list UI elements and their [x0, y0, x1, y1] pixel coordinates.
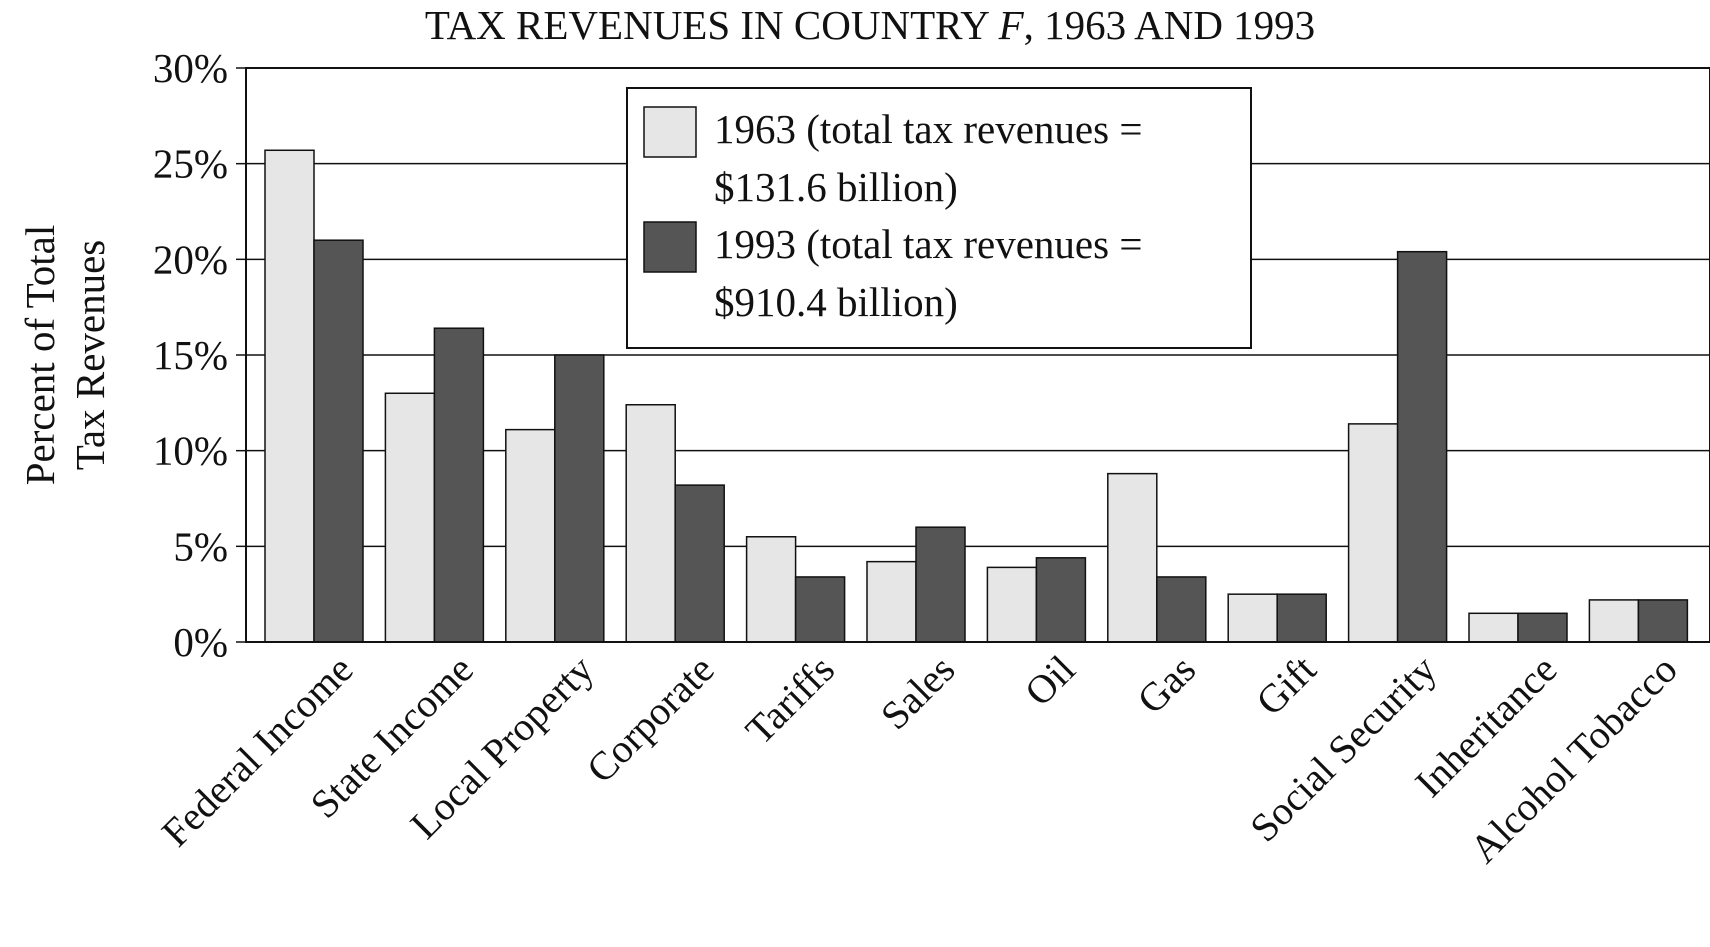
bar-sales-1993	[915, 526, 966, 643]
bar-tariffs-1963	[745, 536, 797, 643]
legend-label-1963-line-2: $131.6 billion)	[714, 164, 958, 210]
legend: 1963 (total tax revenues = $131.6 billio…	[626, 87, 1252, 349]
y-tick-label-15: 15%	[153, 332, 228, 378]
y-tick-label-5: 5%	[173, 523, 228, 569]
bar-oil-1993	[1035, 557, 1087, 643]
bar-federal-income-1963	[264, 149, 315, 643]
bar-state-income-1993	[433, 327, 485, 643]
bar-federal-income-1993	[313, 239, 364, 643]
y-axis-ticks: 0% 5% 10% 15% 20% 25% 30%	[153, 45, 246, 665]
bar-oil-1963	[986, 566, 1038, 643]
chart-title-part-2: F	[998, 2, 1025, 48]
legend-swatch-1963	[643, 106, 697, 158]
legend-label-1993-line-2: $910.4 billion)	[714, 279, 958, 325]
y-tick-label-20: 20%	[153, 236, 228, 282]
y-axis-label-line-1: Percent of Total	[17, 225, 63, 486]
y-axis-label-line-2: Tax Revenues	[67, 240, 113, 471]
bars	[264, 149, 1689, 643]
y-tick-label-10: 10%	[153, 428, 228, 474]
y-tick-label-30: 30%	[153, 45, 228, 91]
legend-box	[626, 87, 1252, 349]
chart-title: TAX REVENUES IN COUNTRY F, 1963 AND 1993	[425, 2, 1315, 48]
bar-gift-1963	[1227, 593, 1278, 643]
bar-local-property-1963	[505, 428, 556, 643]
legend-label-1993-line-1: 1993 (total tax revenues =	[714, 221, 1142, 267]
x-category-label-gas: Gas	[1128, 647, 1204, 723]
bar-inheritance-1963	[1468, 612, 1519, 643]
bar-gas-1963	[1107, 472, 1158, 643]
x-category-label-alcohol-tobacco: Alcohol Tobacco	[1461, 647, 1686, 872]
bar-gift-1993	[1276, 593, 1327, 643]
y-axis-label: Percent of Total Tax Revenues	[17, 225, 113, 486]
legend-label-1963-line-1: 1963 (total tax revenues =	[714, 106, 1142, 152]
legend-swatch-1993	[643, 221, 697, 273]
bar-sales-1963	[866, 560, 917, 643]
x-category-label-corporate: Corporate	[578, 647, 723, 792]
x-category-label-sales: Sales	[872, 647, 964, 739]
bar-corporate-1963	[625, 403, 676, 643]
chart-title-part-1: TAX REVENUES IN COUNTRY	[425, 2, 999, 48]
x-category-label-tariffs: Tariffs	[737, 647, 843, 753]
bar-tariffs-1993	[794, 576, 846, 643]
bar-corporate-1993	[674, 484, 725, 643]
chart-title-part-3: , 1963 AND 1993	[1024, 2, 1316, 48]
bar-alcohol-tobacco-1963	[1588, 599, 1640, 643]
bar-gas-1993	[1156, 576, 1207, 643]
bar-alcohol-tobacco-1993	[1637, 599, 1689, 643]
bar-state-income-1963	[384, 392, 436, 643]
bar-local-property-1993	[554, 354, 605, 643]
bar-social-security-1963	[1347, 423, 1399, 643]
x-category-label-gift: Gift	[1247, 647, 1324, 724]
y-tick-label-25: 25%	[153, 141, 228, 187]
bar-social-security-1993	[1396, 250, 1448, 643]
bar-inheritance-1993	[1517, 612, 1568, 643]
y-tick-label-0: 0%	[173, 619, 228, 665]
x-category-label-oil: Oil	[1016, 647, 1084, 715]
